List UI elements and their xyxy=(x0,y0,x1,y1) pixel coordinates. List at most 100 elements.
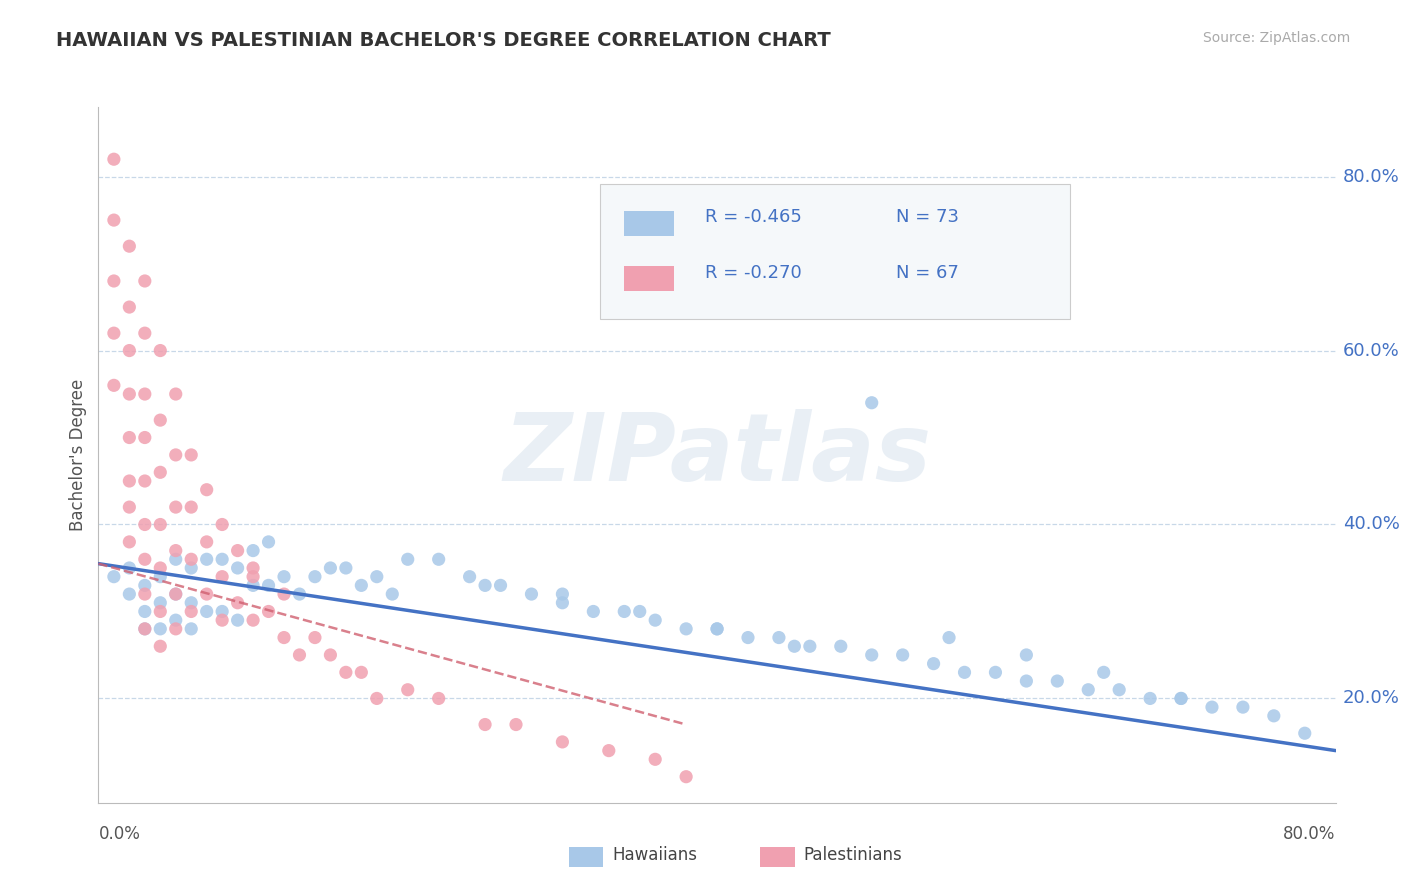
Point xyxy=(1108,682,1130,697)
Point xyxy=(226,613,249,627)
Point xyxy=(165,622,187,636)
Point xyxy=(149,639,172,653)
Point xyxy=(134,274,156,288)
Point xyxy=(366,570,388,584)
Point xyxy=(180,448,202,462)
Point xyxy=(118,587,141,601)
Text: N = 67: N = 67 xyxy=(897,263,959,282)
Point xyxy=(149,570,172,584)
Point xyxy=(319,648,342,662)
Point xyxy=(319,561,342,575)
FancyBboxPatch shape xyxy=(761,847,794,867)
Point xyxy=(396,552,419,566)
Point xyxy=(118,561,141,575)
Point xyxy=(489,578,512,592)
Point xyxy=(180,622,202,636)
Point xyxy=(799,639,821,653)
Point xyxy=(180,596,202,610)
FancyBboxPatch shape xyxy=(624,211,673,235)
Point xyxy=(149,343,172,358)
Point xyxy=(551,596,574,610)
Point xyxy=(165,587,187,601)
Point xyxy=(644,752,666,766)
Y-axis label: Bachelor's Degree: Bachelor's Degree xyxy=(69,379,87,531)
Point xyxy=(180,605,202,619)
Point xyxy=(242,613,264,627)
Point xyxy=(134,474,156,488)
Point xyxy=(675,622,697,636)
Point xyxy=(242,561,264,575)
Point xyxy=(984,665,1007,680)
Point xyxy=(211,605,233,619)
Point xyxy=(1170,691,1192,706)
FancyBboxPatch shape xyxy=(599,184,1070,319)
Point xyxy=(366,691,388,706)
Point xyxy=(165,552,187,566)
Text: 60.0%: 60.0% xyxy=(1343,342,1399,359)
Point xyxy=(891,648,914,662)
Point xyxy=(381,587,404,601)
Point xyxy=(938,631,960,645)
Point xyxy=(1077,682,1099,697)
Point xyxy=(149,517,172,532)
Point xyxy=(134,430,156,444)
Point xyxy=(427,552,450,566)
Point xyxy=(118,430,141,444)
FancyBboxPatch shape xyxy=(624,267,673,292)
Point xyxy=(103,274,125,288)
Point xyxy=(134,326,156,340)
Point xyxy=(304,631,326,645)
Point xyxy=(134,517,156,532)
Text: 80.0%: 80.0% xyxy=(1284,824,1336,843)
Point xyxy=(598,744,620,758)
Point xyxy=(103,326,125,340)
Point xyxy=(134,578,156,592)
Point xyxy=(242,543,264,558)
Point xyxy=(273,631,295,645)
Text: 40.0%: 40.0% xyxy=(1343,516,1399,533)
Point xyxy=(242,570,264,584)
Point xyxy=(396,682,419,697)
Point xyxy=(644,613,666,627)
Point xyxy=(520,587,543,601)
Point xyxy=(134,622,156,636)
Point xyxy=(458,570,481,584)
Point xyxy=(335,665,357,680)
Point xyxy=(211,552,233,566)
Point xyxy=(195,534,218,549)
Point xyxy=(226,543,249,558)
Point xyxy=(195,552,218,566)
Point xyxy=(165,387,187,401)
Point xyxy=(118,300,141,314)
Point xyxy=(783,639,806,653)
Point xyxy=(242,578,264,592)
Point xyxy=(257,605,280,619)
Point xyxy=(1015,674,1038,689)
Point xyxy=(1201,700,1223,714)
Point xyxy=(165,543,187,558)
Point xyxy=(165,448,187,462)
Point xyxy=(180,561,202,575)
Point xyxy=(165,613,187,627)
Point xyxy=(1046,674,1069,689)
Point xyxy=(103,570,125,584)
Text: R = -0.465: R = -0.465 xyxy=(704,208,801,226)
Point xyxy=(706,622,728,636)
Point xyxy=(1092,665,1115,680)
Point xyxy=(628,605,651,619)
Point xyxy=(149,605,172,619)
Point xyxy=(257,578,280,592)
Point xyxy=(505,717,527,731)
Point xyxy=(195,605,218,619)
Point xyxy=(860,395,883,409)
Point xyxy=(768,631,790,645)
Point xyxy=(953,665,976,680)
Point xyxy=(118,239,141,253)
Point xyxy=(180,552,202,566)
Point xyxy=(195,483,218,497)
Point xyxy=(350,665,373,680)
Point xyxy=(582,605,605,619)
Text: 0.0%: 0.0% xyxy=(98,824,141,843)
Point xyxy=(134,605,156,619)
FancyBboxPatch shape xyxy=(568,847,603,867)
